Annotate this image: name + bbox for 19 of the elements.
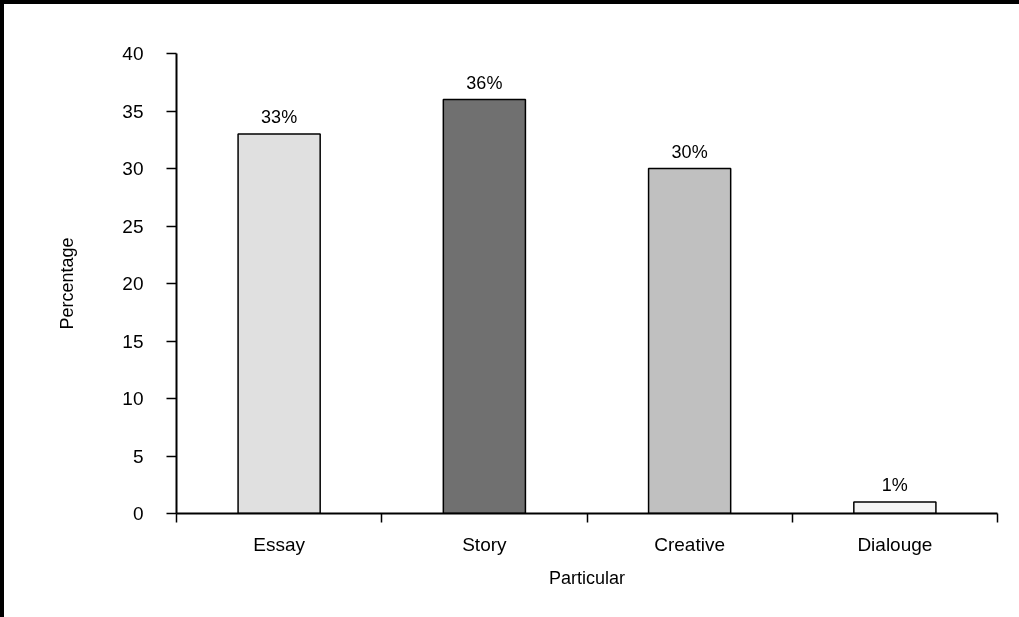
y-tick-label: 5 [132, 445, 144, 467]
y-tick-label: 20 [122, 273, 144, 294]
y-tick-label: 15 [122, 330, 144, 352]
data-label: 36% [466, 72, 503, 93]
y-tick-label: 30 [122, 158, 144, 179]
x-tick-label: Dialouge [857, 533, 933, 555]
data-label: 1% [881, 475, 908, 495]
x-tick-label: Essay [253, 533, 306, 555]
y-tick-label: 10 [122, 388, 144, 409]
y-tick-label: 25 [122, 215, 144, 237]
data-label: 33% [261, 107, 298, 127]
x-tick-label: Creative [654, 533, 725, 555]
y-tick-label: 35 [122, 100, 144, 122]
data-label: 30% [671, 141, 708, 162]
x-axis-title: Particular [548, 567, 626, 588]
y-axis-title: Percentage [57, 237, 78, 330]
y-tick-label: 0 [132, 503, 144, 524]
x-tick-label: Story [462, 533, 508, 555]
y-tick-label: 40 [122, 43, 144, 64]
